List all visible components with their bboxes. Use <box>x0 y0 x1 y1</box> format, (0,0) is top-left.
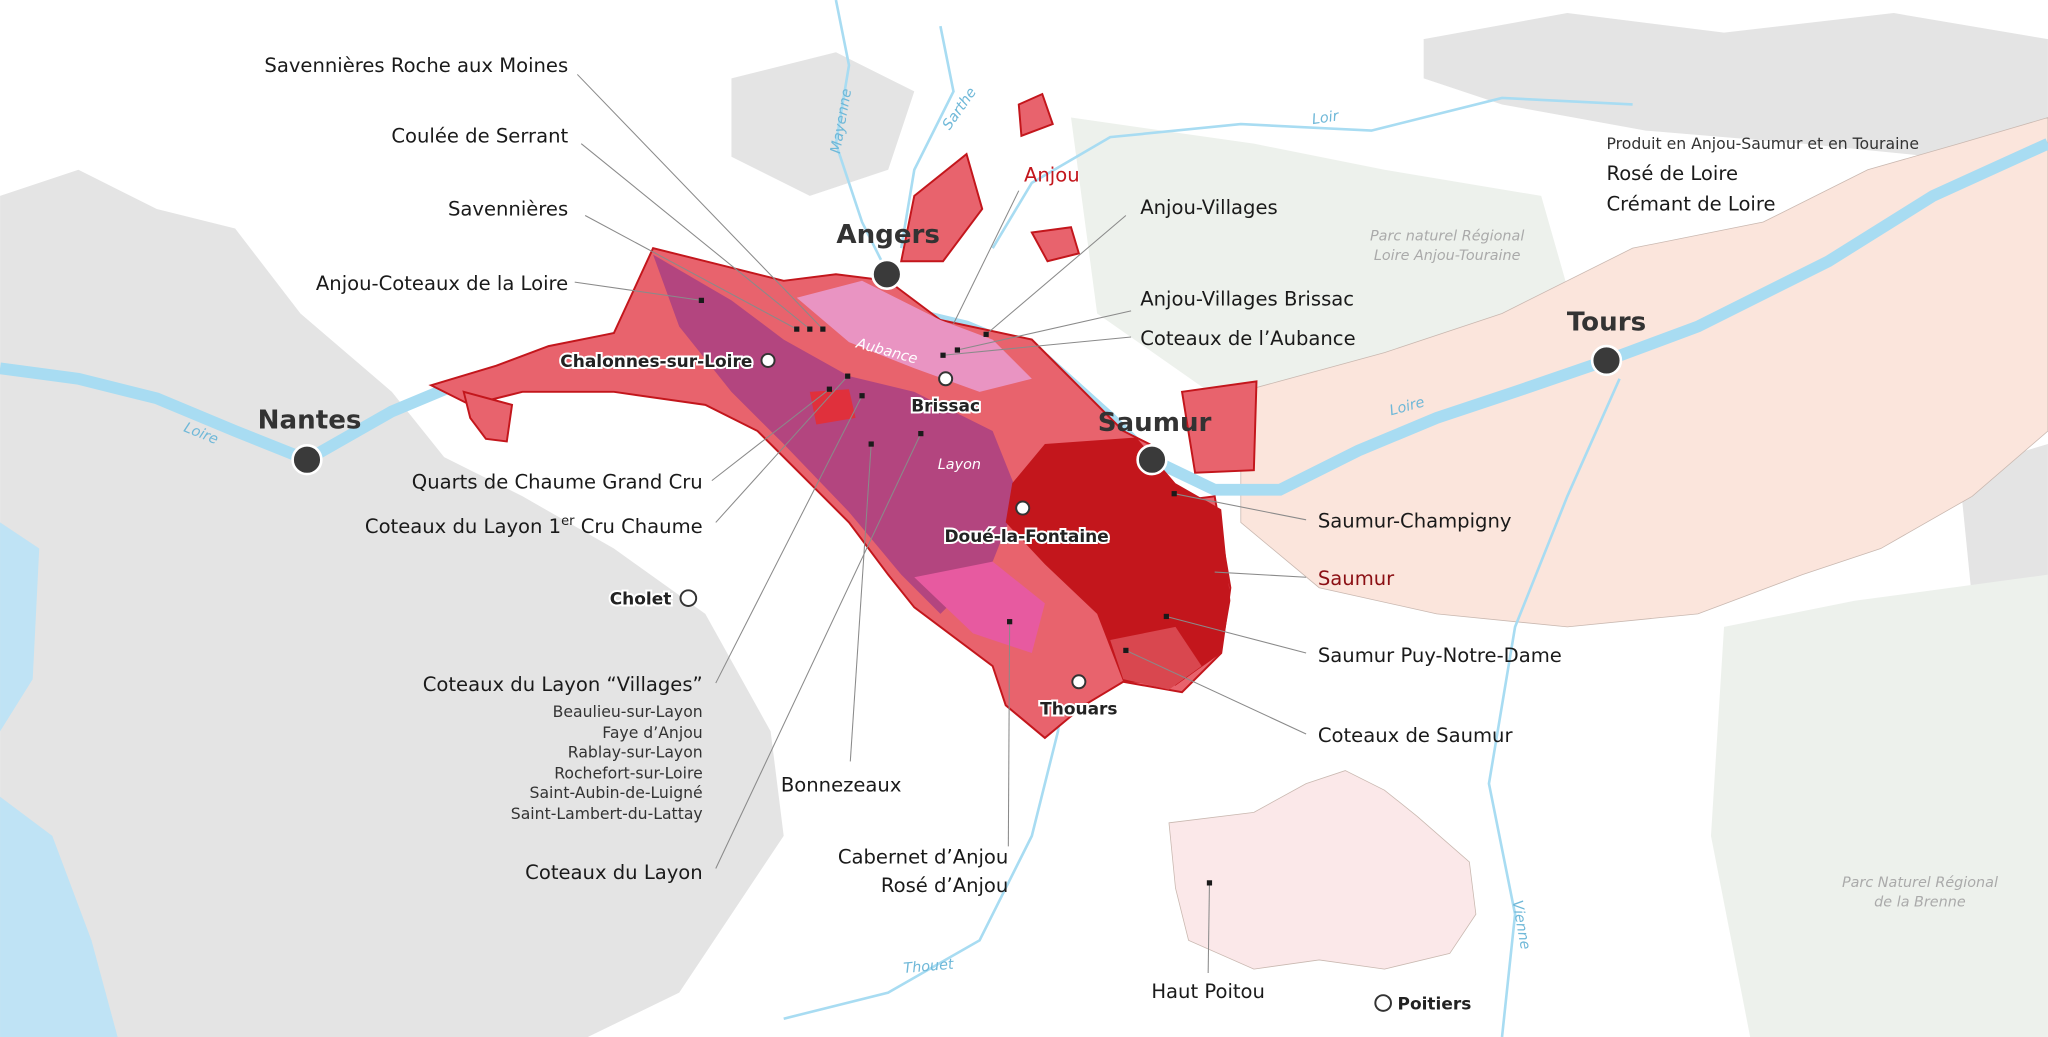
label-haut-poitou: Haut Poitou <box>1151 980 1265 1003</box>
legend-note: Produit en Anjou-Saumur et en Touraine R… <box>1606 134 1919 215</box>
town-brissac: Brissac <box>911 396 980 416</box>
chalonnes-marker <box>760 352 776 368</box>
parc-brenne-line2: de la Brenne <box>1874 894 1966 910</box>
river-loir: Loir <box>1311 108 1341 128</box>
parc-brenne <box>1710 574 2048 1037</box>
legend-item-cremant-de-loire: Crémant de Loire <box>1606 192 1775 215</box>
label-anjou: Anjou <box>1024 164 1080 187</box>
anjou-islet-4 <box>1180 380 1258 474</box>
loir-river <box>991 96 1633 249</box>
label-coteaux-du-layon-1er-cru-chaume: Coteaux du Layon 1er Cru Chaume <box>365 514 703 538</box>
label-coteaux-du-layon-villages: Coteaux du Layon “Villages” <box>423 673 703 696</box>
sea <box>0 522 40 732</box>
land-north <box>731 52 915 196</box>
bonnezeaux-area <box>914 561 1045 654</box>
town-chalonnes: Chalonnes-sur-Loire <box>560 352 752 372</box>
label-savennieres: Savennières <box>448 197 568 220</box>
label-saumur-puy-notre-dame: Saumur Puy-Notre-Dame <box>1318 644 1562 667</box>
saumur-area <box>1005 437 1231 686</box>
label-bonnezeaux: Bonnezeaux <box>781 773 902 796</box>
city-angers: Angers <box>836 220 940 250</box>
label-savennieres-roche-aux-moines: Savennières Roche aux Moines <box>264 54 568 77</box>
city-tours: Tours <box>1567 307 1646 337</box>
aubance-area <box>796 280 1032 392</box>
river-thouet: Thouet <box>903 957 956 977</box>
coteaux-saumur-area <box>1110 626 1202 690</box>
village-saint-aubin: Saint-Aubin-de-Luigné <box>530 783 703 802</box>
label-saumur: Saumur <box>1318 567 1395 590</box>
layon-area <box>653 254 1019 614</box>
thouars-marker <box>1071 674 1087 690</box>
village-rochefort: Rochefort-sur-Loire <box>554 763 703 782</box>
city-nantes: Nantes <box>258 405 362 435</box>
village-rablay: Rablay-sur-Layon <box>568 743 703 762</box>
appellation-labels-left: Savennières Roche aux Moines Coulée de S… <box>264 54 1265 1003</box>
river-layon: Layon <box>938 457 981 473</box>
city-saumur: Saumur <box>1098 408 1212 438</box>
anjou-islet-2 <box>1030 226 1081 263</box>
label-coteaux-du-layon: Coteaux du Layon <box>525 861 703 884</box>
appellation-labels-right: Anjou Anjou-Villages Anjou-Villages Bris… <box>1024 164 1562 747</box>
angers-marker <box>871 258 903 290</box>
label-cabernet-d-anjou: Cabernet d’Anjou <box>838 845 1008 868</box>
poitiers-marker <box>1374 994 1392 1012</box>
tours-marker <box>1590 344 1623 377</box>
parc-lat-line1: Parc naturel Régional <box>1370 228 1524 244</box>
doue-marker <box>1015 500 1031 516</box>
label-coulee-de-serrant: Coulée de Serrant <box>391 124 568 147</box>
label-coteaux-de-saumur: Coteaux de Saumur <box>1318 724 1514 747</box>
leader-lines <box>574 74 1307 974</box>
village-faye: Faye d’Anjou <box>602 723 702 742</box>
label-saumur-champigny: Saumur-Champigny <box>1318 510 1512 533</box>
nantes-marker <box>291 444 323 476</box>
land-northeast <box>1423 13 2048 196</box>
label-anjou-villages-brissac: Anjou-Villages Brissac <box>1140 288 1354 311</box>
town-poitiers: Poitiers <box>1398 995 1472 1015</box>
brissac-marker <box>938 371 954 387</box>
town-cholet: Cholet <box>610 590 672 610</box>
town-doue: Doué-la-Fontaine <box>944 527 1108 547</box>
anjou-islet-3 <box>900 152 984 263</box>
anjou-islet-1 <box>1017 92 1054 138</box>
legend-item-rose-de-loire: Rosé de Loire <box>1606 162 1738 185</box>
anjou-saumur-vineyards <box>428 92 1258 740</box>
label-anjou-coteaux-de-la-loire: Anjou-Coteaux de la Loire <box>316 272 568 295</box>
quarts-chaume-area <box>809 389 856 425</box>
parc-lat-line2: Loire Anjou-Touraine <box>1374 248 1521 264</box>
sea-south <box>0 796 118 1037</box>
parc-labels: Parc naturel Régional Loire Anjou-Tourai… <box>1370 228 1998 910</box>
appellation-markers <box>698 297 1213 886</box>
village-saint-lambert: Saint-Lambert-du-Lattay <box>511 804 703 823</box>
saumur-marker <box>1136 444 1168 476</box>
haut-poitou-vineyards <box>1168 770 1477 970</box>
sarthe-river <box>899 25 955 249</box>
cholet-marker <box>679 589 698 607</box>
legend-caption: Produit en Anjou-Saumur et en Touraine <box>1606 134 1919 153</box>
village-beaulieu: Beaulieu-sur-Layon <box>553 702 703 721</box>
anjou-lobe-west <box>462 390 514 443</box>
vienne-river <box>1487 378 1621 1037</box>
label-quarts-de-chaume: Quarts de Chaume Grand Cru <box>412 470 703 493</box>
mayenne-river <box>834 0 890 275</box>
label-coteaux-de-l-aubance: Coteaux de l’Aubance <box>1140 327 1355 350</box>
cities: Nantes Angers Saumur Tours Chalonnes-sur… <box>258 220 1646 1017</box>
town-thouars: Thouars <box>1040 699 1117 719</box>
label-anjou-villages: Anjou-Villages <box>1140 196 1278 219</box>
label-rose-d-anjou: Rosé d’Anjou <box>881 874 1008 897</box>
land-west <box>0 169 784 1037</box>
parc-brenne-line1: Parc Naturel Régional <box>1842 875 1998 891</box>
